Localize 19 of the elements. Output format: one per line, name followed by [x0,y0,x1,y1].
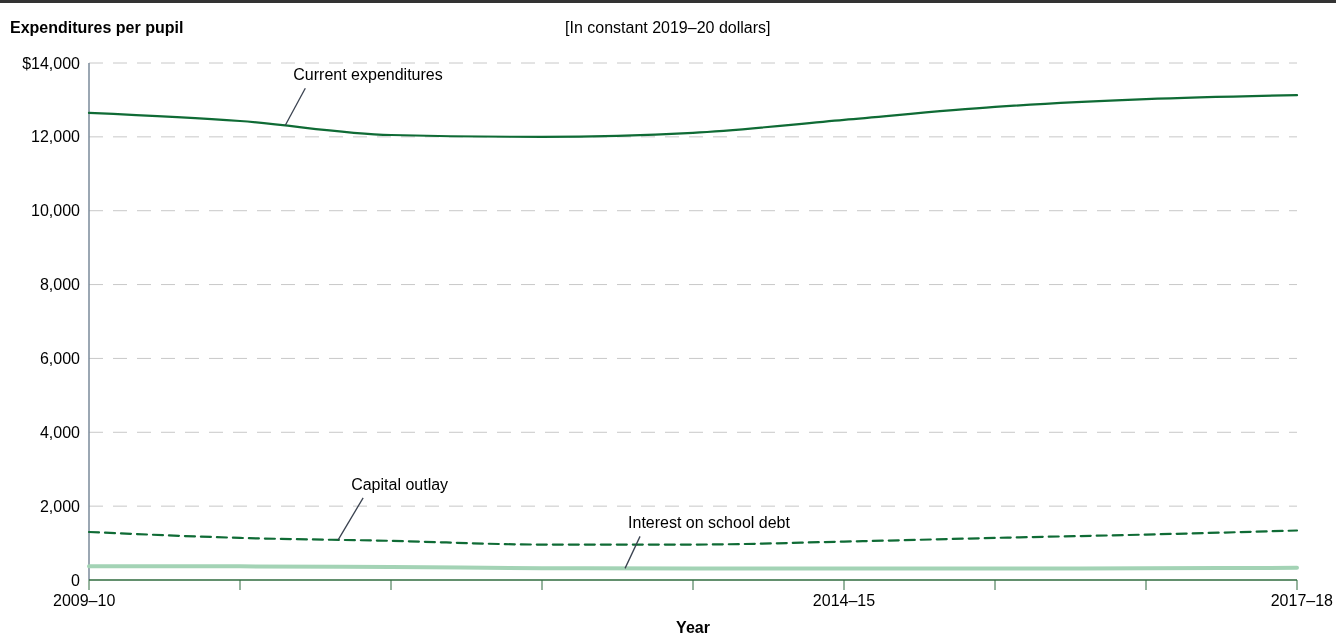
y-axis-title: Expenditures per pupil [10,19,184,36]
y-tick-label: $14,000 [22,54,81,72]
chart-subtitle: [In constant 2019–20 dollars] [565,19,771,36]
line-series [87,94,1299,138]
text: Capital outlay [351,475,449,493]
y-tick-label: 10,000 [31,202,81,220]
line-series [87,529,1299,546]
y-tick-label: 12,000 [31,128,81,146]
text: Interest on school debt [628,514,791,532]
x-axis-title: Year [676,619,710,636]
x-tick-label: 2009–10 [53,592,116,609]
text: Current expenditures [293,66,443,84]
y-tick-label: 8,000 [39,276,81,294]
x-tick-label: 2017–18 [1270,592,1334,609]
y-tick-label: 6,000 [39,350,81,368]
y-tick-label: 4,000 [39,423,81,441]
x-tick-label: 2014–15 [812,592,876,609]
y-tick-label: 2,000 [39,497,81,515]
y-tick-label: 0 [71,571,81,589]
